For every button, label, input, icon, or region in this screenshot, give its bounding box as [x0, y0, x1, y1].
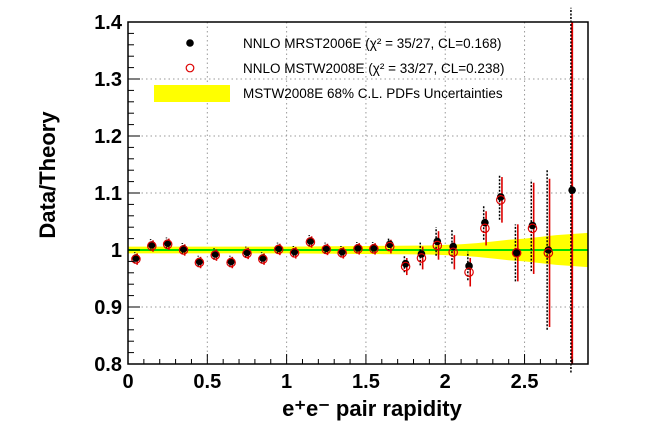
point-mstw: [369, 244, 379, 254]
point-mrst: [259, 254, 267, 262]
point-mstw: [527, 223, 538, 234]
point-mstw: [416, 253, 427, 263]
point-mrst: [211, 250, 220, 258]
point-mrst: [227, 257, 235, 266]
point-mrst: [496, 193, 505, 201]
legend-label-band: MSTW2008E 68% C.L. PDFs Uncertainties: [243, 86, 503, 101]
point-mstw: [162, 239, 173, 250]
y-tick-label: 0.8: [94, 354, 122, 376]
point-mrst: [568, 186, 576, 194]
x-tick-label: 1.5: [352, 371, 380, 393]
x-tick-label: 2.5: [511, 371, 539, 393]
point-mrst: [322, 244, 331, 253]
point-mrst: [147, 241, 156, 249]
axis-ticks: [127, 21, 589, 365]
point-mstw: [337, 248, 347, 258]
legend-label-mrst: NNLO MRST2006E (χ² = 35/27, CL=0.168): [243, 36, 501, 51]
x-tick-label: 0.5: [193, 371, 221, 393]
point-mstw: [384, 241, 395, 252]
point-mrst: [132, 254, 140, 262]
legend-marker-band: [154, 85, 230, 102]
point-mstw: [448, 247, 458, 258]
point-mrst: [385, 240, 394, 249]
point-mrst: [401, 259, 410, 268]
y-tick-label: 1.1: [94, 183, 122, 205]
y-tick-label: 1.4: [94, 12, 123, 34]
point-mstw: [543, 248, 554, 258]
point-mstw: [194, 257, 205, 268]
point-mstw: [511, 248, 522, 258]
y-tick-label: 0.9: [94, 297, 122, 319]
point-mrst: [195, 257, 204, 266]
x-tick-label: 2: [440, 371, 451, 393]
point-mstw: [321, 244, 332, 255]
point-mstw: [495, 195, 506, 205]
y-axis-label: Data/Theory: [35, 111, 60, 239]
point-mrst: [544, 246, 553, 254]
y-tick-label: 1: [111, 240, 122, 262]
point-mstw: [480, 223, 490, 234]
x-axis-label: e⁺e⁻ pair rapidity: [282, 396, 462, 421]
point-mrst: [512, 249, 521, 257]
point-mrst: [338, 247, 346, 256]
legend-label-mstw: NNLO MSTW2008E (χ² = 33/27, CL=0.238): [243, 61, 504, 76]
point-mrst: [370, 243, 378, 252]
point-mrst: [528, 221, 537, 230]
point-mstw: [289, 248, 300, 258]
legend-marker-mrst: [186, 39, 194, 47]
point-mrst: [306, 237, 315, 245]
data-marks: [131, 7, 576, 373]
point-mstw: [210, 250, 221, 260]
point-mstw: [131, 254, 141, 264]
point-mstw: [178, 245, 189, 255]
point-mstw: [146, 241, 157, 251]
point-mstw: [432, 240, 443, 251]
point-mrst: [274, 244, 283, 253]
point-mstw: [353, 244, 363, 254]
point-mrst: [163, 239, 172, 247]
axis-tick-labels: 0 0.5 1 1.5 2 2.5 0.8 0.9 1 1.1 1.2 1.3 1.4: [94, 12, 538, 393]
point-mstw: [258, 254, 268, 264]
point-mstw: [242, 248, 252, 259]
point-mstw: [305, 237, 316, 247]
legend-marker-mstw: [185, 63, 195, 73]
x-tick-label: 1: [281, 371, 292, 393]
legend: NNLO MRST2006E (χ² = 35/27, CL=0.168) NN…: [154, 36, 504, 102]
point-mrst: [290, 247, 299, 256]
point-mstw: [400, 261, 411, 272]
point-mrst: [243, 248, 251, 257]
y-tick-label: 1.2: [94, 126, 122, 148]
point-mstw: [226, 257, 236, 268]
point-mstw: [273, 244, 284, 255]
x-tick-label: 0: [122, 371, 133, 393]
y-tick-label: 1.3: [94, 69, 122, 91]
point-mrst: [354, 243, 362, 252]
point-mstw: [464, 267, 474, 278]
point-mrst: [179, 245, 188, 253]
